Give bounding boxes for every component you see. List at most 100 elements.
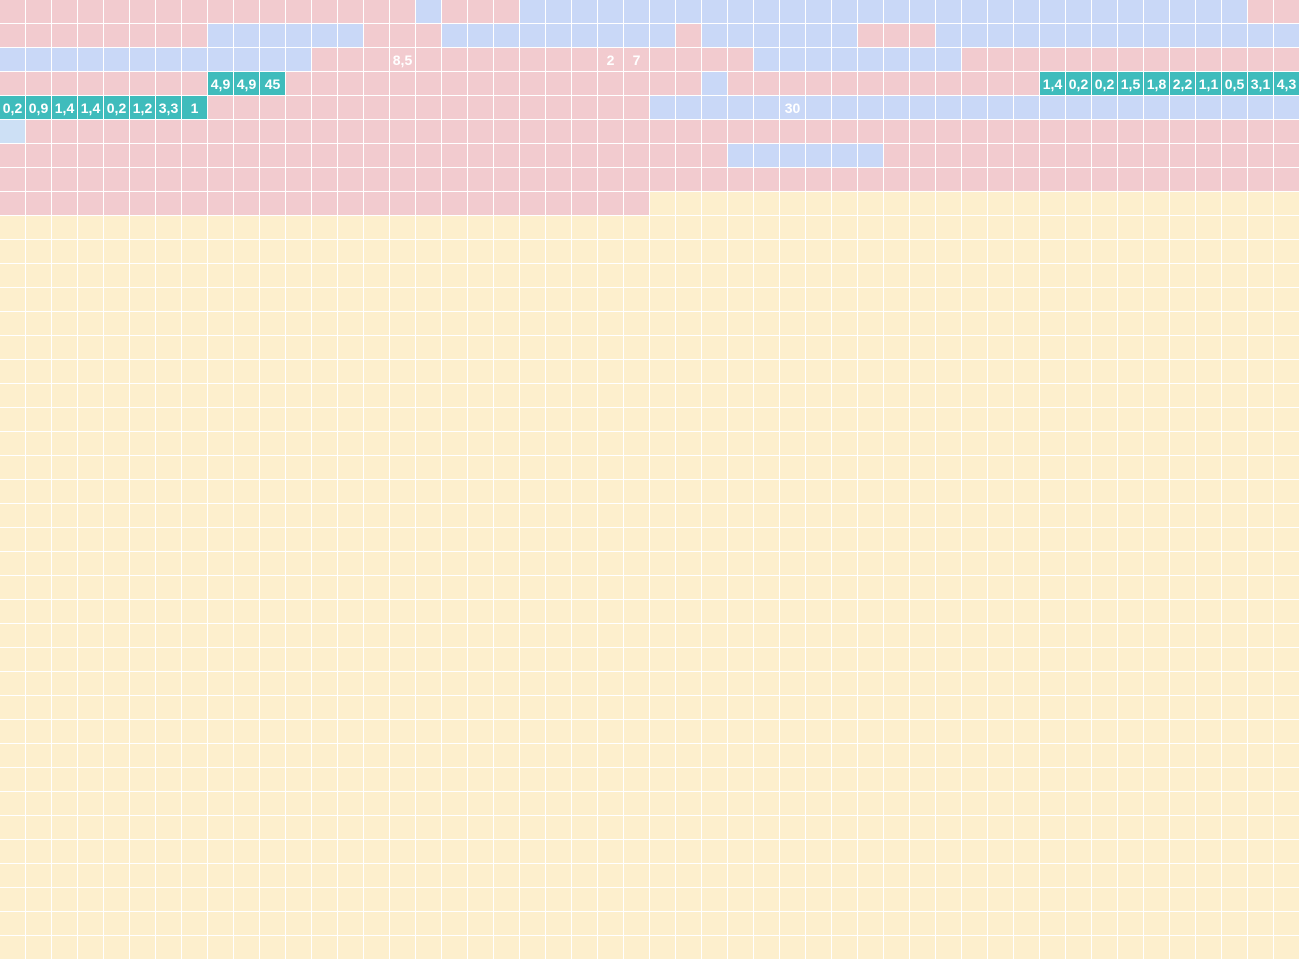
grid-cell: [520, 216, 546, 240]
grid-cell: [1118, 24, 1144, 48]
grid-cell: [1066, 432, 1092, 456]
grid-cell: [130, 768, 156, 792]
grid-cell: [832, 72, 858, 96]
grid-cell: [182, 168, 208, 192]
grid-cell: [650, 768, 676, 792]
grid-cell: [26, 168, 52, 192]
grid-cell: [936, 360, 962, 384]
grid-cell: [676, 720, 702, 744]
grid-cell: [624, 672, 650, 696]
grid-cell: [1196, 624, 1222, 648]
grid-cell: [858, 384, 884, 408]
grid-cell: [156, 216, 182, 240]
grid-cell: [598, 192, 624, 216]
grid-cell: [572, 192, 598, 216]
grid-cell: [364, 504, 390, 528]
grid-cell: [806, 0, 832, 24]
grid-cell: [416, 600, 442, 624]
grid-cell: [1014, 816, 1040, 840]
grid-cell: [962, 936, 988, 960]
grid-cell: [780, 336, 806, 360]
grid-cell: [572, 792, 598, 816]
grid-cell: [286, 240, 312, 264]
grid-cell: [1092, 768, 1118, 792]
grid-cell: [468, 600, 494, 624]
grid-cell: [884, 864, 910, 888]
grid-cell: [936, 24, 962, 48]
grid-cell: [1248, 408, 1274, 432]
grid-cell: [130, 504, 156, 528]
grid-cell: [286, 864, 312, 888]
grid-cell: [884, 600, 910, 624]
grid-cell: [1248, 696, 1274, 720]
grid-cell: [156, 0, 182, 24]
grid-cell: [208, 264, 234, 288]
grid-cell: [390, 792, 416, 816]
grid-cell: [962, 192, 988, 216]
grid-cell: [858, 48, 884, 72]
grid-cell: [286, 216, 312, 240]
grid-cell: [442, 480, 468, 504]
grid-cell: [1222, 648, 1248, 672]
grid-cell: [624, 312, 650, 336]
grid-cell: [78, 552, 104, 576]
grid-cell: [988, 912, 1014, 936]
grid-cell: [494, 528, 520, 552]
grid-cell: [1118, 360, 1144, 384]
grid-cell: [182, 288, 208, 312]
grid-cell: [1170, 168, 1196, 192]
grid-cell: [0, 720, 26, 744]
grid-cell: [364, 192, 390, 216]
grid-cell: [962, 768, 988, 792]
grid-cell: [130, 672, 156, 696]
grid-cell: [130, 720, 156, 744]
grid-cell: [52, 312, 78, 336]
grid-cell: [52, 888, 78, 912]
grid-cell: [130, 840, 156, 864]
grid-cell: [1066, 0, 1092, 24]
grid-cell: [1144, 768, 1170, 792]
grid-cell: [806, 624, 832, 648]
grid-cell: [286, 672, 312, 696]
grid-cell: [494, 96, 520, 120]
grid-cell: [0, 0, 26, 24]
grid-cell: [546, 864, 572, 888]
grid-cell: [260, 312, 286, 336]
grid-cell: [728, 456, 754, 480]
grid-cell: [468, 624, 494, 648]
grid-cell: [156, 624, 182, 648]
grid-cell: [364, 24, 390, 48]
grid-cell: [702, 456, 728, 480]
grid-cell: [286, 336, 312, 360]
grid-cell: [1196, 192, 1222, 216]
grid-cell: [780, 360, 806, 384]
grid-cell: [130, 312, 156, 336]
grid-cell: [390, 456, 416, 480]
grid-cell: [234, 384, 260, 408]
value-cell: 7: [624, 48, 650, 72]
grid-cell: [1274, 624, 1300, 648]
grid-cell: [936, 600, 962, 624]
grid-cell: [416, 864, 442, 888]
grid-cell: [1118, 408, 1144, 432]
grid-cell: [1066, 936, 1092, 960]
grid-cell: [234, 216, 260, 240]
grid-cell: [598, 816, 624, 840]
grid-cell: [962, 672, 988, 696]
grid-cell: [1144, 432, 1170, 456]
grid-cell: [884, 768, 910, 792]
grid-cell: [1196, 216, 1222, 240]
grid-cell: [416, 840, 442, 864]
grid-cell: [234, 432, 260, 456]
grid-cell: [598, 24, 624, 48]
grid-cell: [1014, 480, 1040, 504]
grid-cell: [988, 456, 1014, 480]
grid-cell: [780, 192, 806, 216]
grid-cell: [650, 144, 676, 168]
grid-cell: [806, 888, 832, 912]
grid-cell: [702, 120, 728, 144]
grid-cell: [390, 0, 416, 24]
grid-cell: [234, 504, 260, 528]
grid-cell: [936, 888, 962, 912]
grid-cell: [182, 768, 208, 792]
